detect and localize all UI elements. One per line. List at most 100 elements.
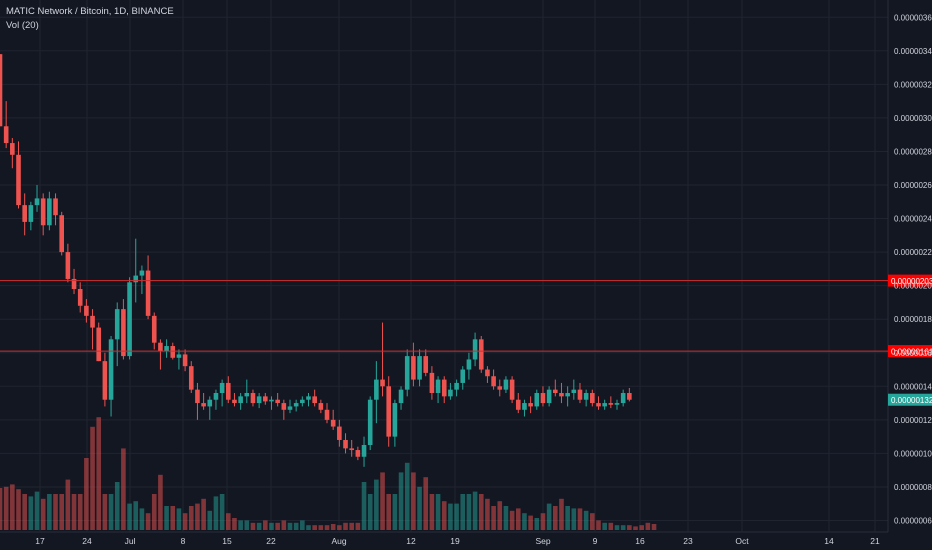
volume-bar xyxy=(182,513,188,530)
volume-bar xyxy=(398,472,404,530)
volume-bar xyxy=(454,503,459,530)
candle-body xyxy=(515,399,521,410)
volume-bar xyxy=(77,494,83,530)
volume-bar xyxy=(139,508,145,530)
volume-bar xyxy=(411,472,416,530)
volume-bar xyxy=(534,518,540,530)
volume-bar xyxy=(53,494,58,530)
volume-indicator-label[interactable]: Vol (20) xyxy=(6,20,39,31)
volume-bar xyxy=(429,494,435,530)
symbol-title[interactable]: MATIC Network / Bitcoin, 1D, BINANCE xyxy=(6,6,174,17)
candle-body xyxy=(392,403,398,437)
volume-bar xyxy=(620,525,626,530)
volume-bar xyxy=(515,508,521,530)
candle-body xyxy=(90,315,95,328)
candle-body xyxy=(195,389,200,404)
candle-body xyxy=(380,379,385,387)
volume-bar xyxy=(614,525,620,530)
candle-body xyxy=(65,252,71,279)
candle-body xyxy=(182,354,188,367)
candle-body xyxy=(590,393,595,404)
candle-body xyxy=(59,215,64,253)
candle-body xyxy=(121,309,126,357)
volume-bar xyxy=(448,503,453,530)
candle-body xyxy=(318,403,324,410)
volume-bar xyxy=(16,489,21,530)
time-tick-label: Sep xyxy=(535,536,550,546)
candle-body xyxy=(275,399,280,404)
volume-bar xyxy=(392,494,398,530)
volume-bar xyxy=(133,501,139,530)
candle-body xyxy=(546,389,552,404)
price-tick-label: 0.00000360 xyxy=(894,13,932,22)
volume-bar xyxy=(195,503,200,530)
volume-bar xyxy=(583,510,589,530)
price-label-text: 0.00000203 xyxy=(891,277,932,286)
candle-body xyxy=(77,289,83,306)
candle-body xyxy=(40,198,46,226)
volume-bar xyxy=(627,525,632,530)
price-label-text: 0.00000161 xyxy=(891,348,932,357)
volume-bar xyxy=(0,488,3,530)
volume-bar xyxy=(330,524,336,530)
candle-body xyxy=(337,426,342,440)
candle-body xyxy=(620,393,626,404)
volume-bar xyxy=(404,462,410,530)
price-label-box xyxy=(888,345,932,358)
candle-body xyxy=(102,361,108,400)
candle-body xyxy=(485,369,490,377)
candle-body xyxy=(608,403,614,405)
time-tick-label: 21 xyxy=(870,536,880,546)
candle-body xyxy=(343,439,348,449)
volume-bar xyxy=(28,496,34,530)
candle-body xyxy=(170,346,176,358)
volume-bar xyxy=(596,520,601,530)
candle-body xyxy=(164,346,169,352)
time-tick-label: Jul xyxy=(125,536,136,546)
volume-bar xyxy=(108,494,114,530)
candle-body xyxy=(84,305,89,316)
candle-body xyxy=(324,409,330,420)
candle-body xyxy=(145,270,151,316)
candle-body xyxy=(238,396,243,404)
chart-legend: MATIC Network / Bitcoin, 1D, BINANCE Vol… xyxy=(6,5,174,33)
time-tick-label: Aug xyxy=(331,536,346,546)
price-label-text: 0.00000132 xyxy=(891,396,932,405)
volume-bar xyxy=(188,506,194,530)
volume-bar xyxy=(318,525,324,530)
candle-body xyxy=(565,393,570,397)
time-tick-label: 15 xyxy=(222,536,232,546)
volume-bar xyxy=(460,494,466,530)
volume-bar xyxy=(90,426,95,530)
candle-body xyxy=(386,386,392,437)
volume-bar xyxy=(293,522,299,530)
volume-bar xyxy=(102,494,108,530)
time-tick-label: 8 xyxy=(181,536,186,546)
candle-body xyxy=(3,126,9,144)
volume-bar xyxy=(522,513,527,530)
volume-bar xyxy=(59,494,64,530)
time-tick-label: 12 xyxy=(406,536,416,546)
candle-body xyxy=(219,382,225,394)
volume-bar xyxy=(608,522,614,530)
volume-bar xyxy=(3,486,9,530)
time-tick-label: 22 xyxy=(266,536,276,546)
volume-bar xyxy=(170,506,176,530)
candle-body xyxy=(139,270,145,276)
candle-body xyxy=(509,379,515,400)
volume-bar xyxy=(256,522,262,530)
candle-body xyxy=(435,379,441,394)
candle-body xyxy=(553,389,558,394)
candle-body xyxy=(28,205,34,222)
volume-bar xyxy=(164,506,169,530)
candle-body xyxy=(398,389,404,404)
candle-body xyxy=(472,339,478,360)
volume-bar xyxy=(312,525,317,530)
